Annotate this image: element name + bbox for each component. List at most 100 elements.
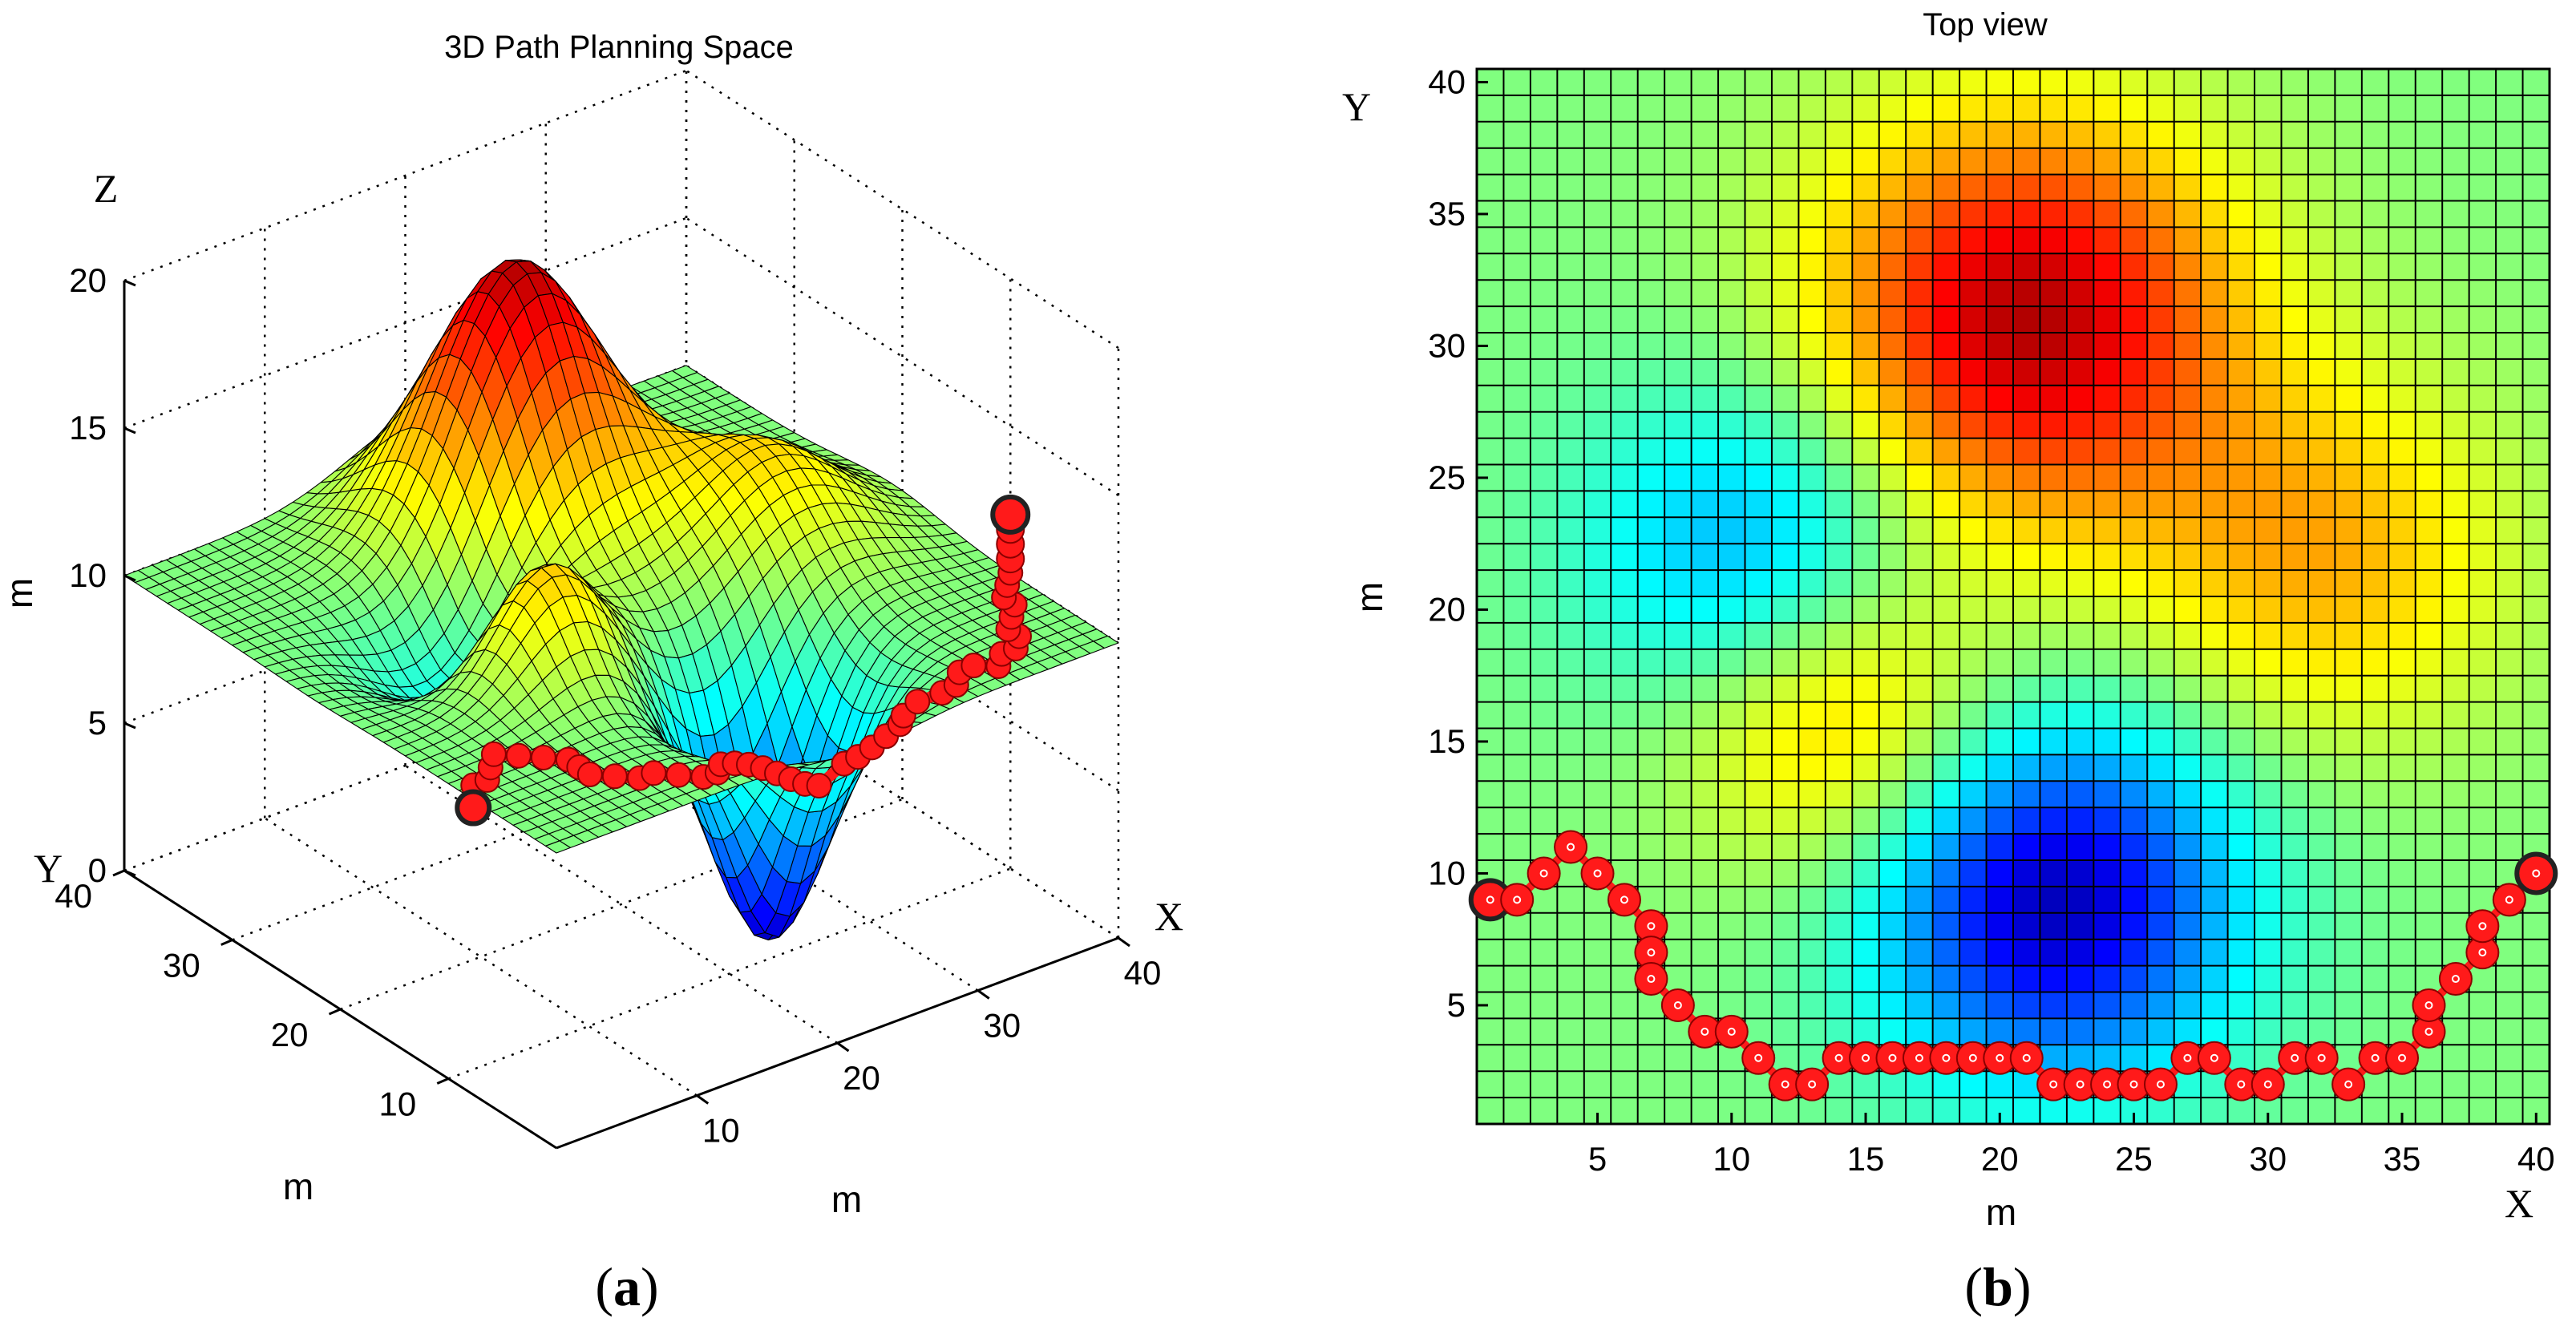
heatmap-cell [1959, 912, 1988, 940]
heatmap-cell [1852, 200, 1880, 228]
heatmap-cell [1825, 280, 1853, 307]
heatmap-cell [2281, 675, 2309, 703]
heatmap-cell [2174, 227, 2202, 254]
heatmap-cell [2361, 227, 2389, 254]
heatmap-cell [2255, 517, 2283, 544]
path-point [480, 741, 507, 767]
heatmap-cell [1878, 781, 1907, 808]
heatmap-cell [2496, 807, 2524, 835]
heatmap-cell [2040, 1045, 2068, 1072]
heatmap-cell [1691, 701, 1719, 730]
heatmap-cell [1959, 860, 1988, 887]
heatmap-cell [1906, 728, 1934, 755]
heatmap-cell [1825, 649, 1853, 677]
heatmap-cell [1557, 570, 1585, 597]
heatmap-cell [1878, 517, 1907, 544]
heatmap-cell [1503, 965, 1531, 993]
heatmap-cell [1771, 517, 1799, 544]
path-point-center [1754, 1053, 1763, 1062]
heatmap-cell [2361, 253, 2389, 281]
heatmap-cell [2120, 596, 2148, 624]
heatmap-cell [1986, 1071, 2014, 1098]
heatmap-cell [1852, 227, 1880, 254]
heatmap-cell [2469, 411, 2497, 439]
heatmap-cell [2307, 992, 2335, 1019]
heatmap-cell [2174, 622, 2202, 650]
heatmap-cell [1906, 596, 1934, 624]
heatmap-cell [1503, 834, 1531, 861]
heatmap-cell [2147, 174, 2175, 202]
panel-a-y-letter: Y [34, 846, 63, 891]
heatmap-cell [2120, 834, 2148, 861]
heatmap-cell [2442, 728, 2470, 755]
x-tick-label: 10 [1713, 1140, 1750, 1178]
heatmap-cell [2469, 464, 2497, 491]
heatmap-cell [1932, 1018, 1960, 1045]
panel-b-heatmap-chart: Top view 5 10 15 20 25 30 35 40510152025303540 … [1342, 7, 2558, 1317]
heatmap-cell [2281, 358, 2309, 386]
heatmap-cell [2255, 965, 2283, 993]
heatmap-cell [1691, 95, 1719, 123]
heatmap-cell [1583, 253, 1612, 281]
heatmap-cell [1959, 807, 1988, 835]
heatmap-cell [1932, 596, 1960, 624]
heatmap-cell [1986, 912, 2014, 940]
heatmap-cell [1503, 728, 1531, 755]
heatmap-cell [2442, 1018, 2470, 1045]
heatmap-cell [1986, 306, 2014, 333]
heatmap-cell [2361, 121, 2389, 149]
path-point-center [1996, 1053, 2004, 1062]
heatmap-cell [2147, 596, 2175, 624]
heatmap-cell [2201, 95, 2229, 123]
heatmap-cell [2066, 622, 2094, 650]
heatmap-cell [2415, 807, 2443, 835]
heatmap-cell [2415, 912, 2443, 940]
heatmap-cell [1503, 1097, 1531, 1125]
heatmap-cell [1477, 965, 1505, 993]
heatmap-cell [1798, 200, 1826, 228]
heatmap-cell [1771, 675, 1799, 703]
heatmap-cell [1664, 544, 1692, 571]
heatmap-cell [1664, 253, 1692, 281]
heatmap-cell [1798, 95, 1826, 123]
heatmap-cell [1557, 965, 1585, 993]
heatmap-cell [1932, 781, 1960, 808]
heatmap-cell [1986, 701, 2014, 730]
heatmap-cell [2013, 491, 2041, 518]
heatmap-cell [1477, 95, 1505, 123]
heatmap-cell [1932, 333, 1960, 360]
heatmap-cell [2388, 965, 2416, 993]
panel-a-z-letter: Z [94, 166, 119, 211]
heatmap-cell [2307, 649, 2335, 677]
heatmap-cell [1664, 834, 1692, 861]
heatmap-cell [2442, 280, 2470, 307]
heatmap-cell [1611, 253, 1639, 281]
heatmap-cell [1557, 860, 1585, 887]
heatmap-cell [1691, 834, 1719, 861]
heatmap-cell [2496, 333, 2524, 360]
heatmap-cell [1664, 411, 1692, 439]
heatmap-cell [1825, 939, 1853, 967]
heatmap-cell [2522, 464, 2550, 491]
heatmap-cell [2415, 200, 2443, 228]
heatmap-cell [1986, 675, 2014, 703]
heatmap-cell [1798, 358, 1826, 386]
heatmap-cell [1530, 358, 1558, 386]
heatmap-cell [1878, 939, 1907, 967]
heatmap-cell [2120, 992, 2148, 1019]
heatmap-cell [2120, 95, 2148, 123]
heatmap-cell [1771, 886, 1799, 914]
heatmap-cell [2335, 174, 2363, 202]
heatmap-cell [1878, 1071, 1907, 1098]
heatmap-cell [1932, 675, 1960, 703]
heatmap-cell [2255, 675, 2283, 703]
heatmap-cell [1503, 438, 1531, 466]
heatmap-cell [1557, 306, 1585, 333]
heatmap-cell [1718, 358, 1746, 386]
heatmap-cell [1637, 1018, 1665, 1045]
heatmap-cell [2469, 200, 2497, 228]
heatmap-cell [1771, 570, 1799, 597]
heatmap-cell [1503, 200, 1531, 228]
heatmap-cell [2093, 200, 2121, 228]
heatmap-cell [1986, 570, 2014, 597]
